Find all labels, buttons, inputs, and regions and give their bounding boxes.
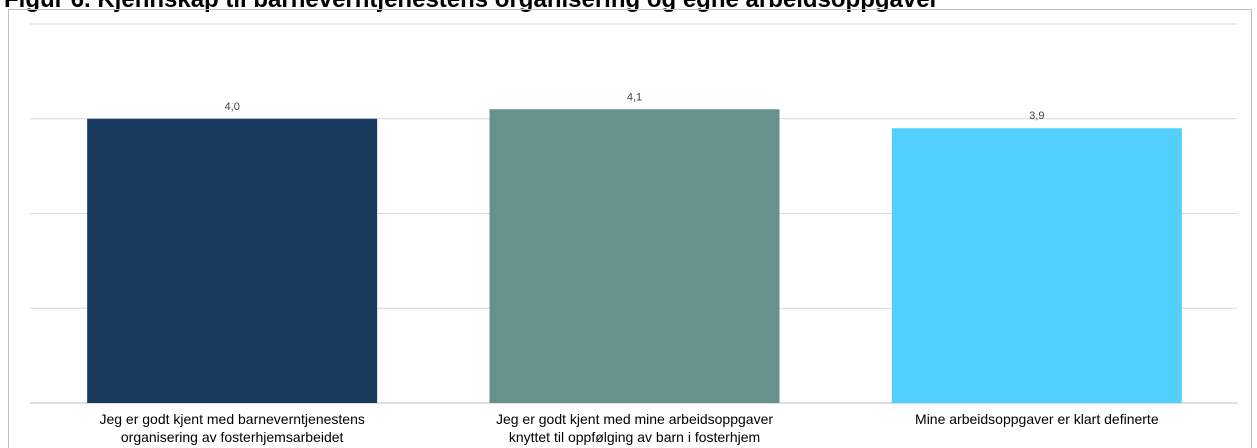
category-labels: Jeg er godt kjent med barneverntjenesten…: [99, 411, 1158, 445]
category-label: Mine arbeidsoppgaver er klart definerte: [915, 411, 1159, 427]
category-label: Jeg er godt kjent med mine arbeidsoppgav…: [496, 411, 773, 445]
bars: [87, 109, 1182, 404]
category-label-line: Jeg er godt kjent med barneverntjenesten…: [99, 411, 364, 427]
bar-value-label: 4,0: [225, 101, 240, 113]
category-label: Jeg er godt kjent med barneverntjenesten…: [99, 411, 364, 445]
category-label-line: Mine arbeidsoppgaver er klart definerte: [915, 411, 1159, 427]
category-label-line: Jeg er godt kjent med mine arbeidsoppgav…: [496, 411, 773, 427]
bar-value-label: 3,9: [1029, 110, 1044, 122]
category-label-line: knyttet til oppfølging av barn i fosterh…: [509, 429, 760, 445]
bar-2: [489, 109, 780, 404]
value-labels: 4,0 4,1 3,9: [225, 91, 1045, 122]
category-label-line: organisering av fosterhjemsarbeidet: [121, 429, 344, 445]
figure-title: Figur 6. Kjennskap til barneverntjeneste…: [4, 0, 1253, 12]
bar-1: [87, 118, 378, 403]
chart-frame: [8, 9, 1252, 448]
bar-value-label: 4,1: [627, 91, 642, 103]
bar-3: [891, 128, 1182, 403]
